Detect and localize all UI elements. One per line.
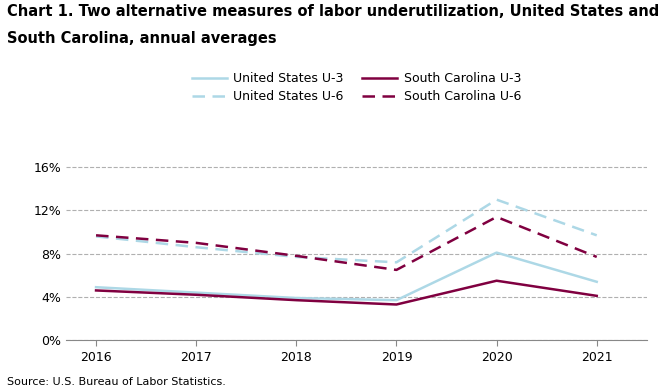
Text: Chart 1. Two alternative measures of labor underutilization, United States and: Chart 1. Two alternative measures of lab…	[7, 4, 659, 19]
Legend: United States U-3, United States U-6, South Carolina U-3, South Carolina U-6: United States U-3, United States U-6, So…	[187, 67, 526, 108]
Text: Source: U.S. Bureau of Labor Statistics.: Source: U.S. Bureau of Labor Statistics.	[7, 377, 226, 387]
Text: South Carolina, annual averages: South Carolina, annual averages	[7, 31, 277, 46]
